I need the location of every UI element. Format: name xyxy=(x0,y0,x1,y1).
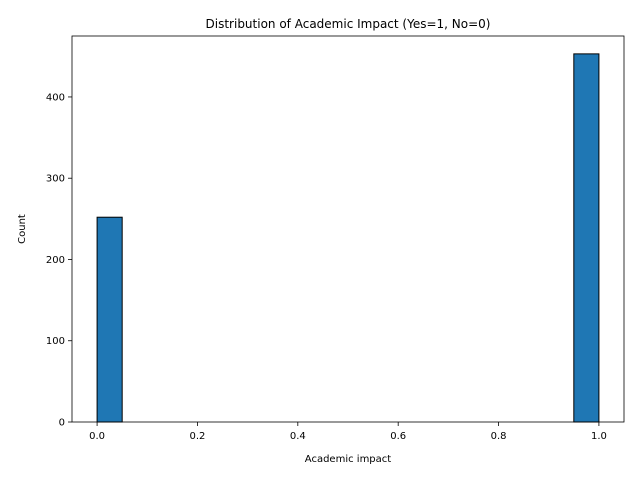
y-axis-ticks: 0 100 200 300 400 xyxy=(46,92,72,429)
chart-title: Distribution of Academic Impact (Yes=1, … xyxy=(206,17,491,31)
x-axis-label: Academic impact xyxy=(305,454,391,465)
x-tick-label: 0.2 xyxy=(190,431,206,442)
x-tick-label: 0.4 xyxy=(290,431,306,442)
y-tick-label: 300 xyxy=(46,174,65,185)
y-tick-label: 200 xyxy=(46,255,65,266)
histogram-bar-0 xyxy=(96,216,123,423)
y-tick-label: 0 xyxy=(59,418,65,429)
y-axis-label: Count xyxy=(17,214,28,244)
x-axis-ticks: 0.0 0.2 0.4 0.6 0.8 1.0 xyxy=(89,422,607,442)
y-tick-label: 400 xyxy=(46,92,65,103)
x-tick-label: 1.0 xyxy=(591,431,607,442)
bars-group xyxy=(96,53,600,423)
x-tick-label: 0.6 xyxy=(390,431,406,442)
plot-frame xyxy=(71,35,625,423)
y-tick-label: 100 xyxy=(46,336,65,347)
x-tick-label: 0.0 xyxy=(89,431,105,442)
x-tick-label: 0.8 xyxy=(491,431,507,442)
histogram-bar-1 xyxy=(573,53,600,423)
